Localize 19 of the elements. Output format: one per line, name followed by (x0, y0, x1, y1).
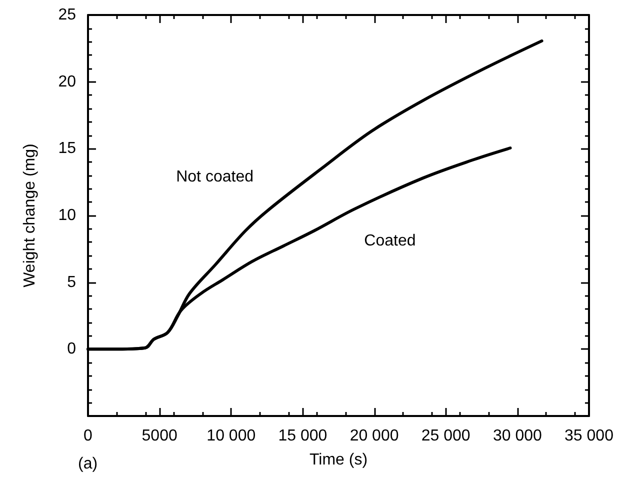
x-tick-label: 5000 (142, 428, 178, 444)
x-tick-label: 30 000 (492, 428, 542, 444)
y-tick-label: 10 (58, 207, 76, 224)
series-label: Coated (364, 232, 416, 250)
text: (a) (78, 456, 98, 472)
y-axis-title: Weight change (mg) (22, 144, 38, 288)
x-tick-label: 25 000 (421, 428, 470, 444)
x-tick-label: 0 (84, 428, 93, 444)
x-tick-label: 10 000 (206, 428, 256, 444)
x-tick-label: 15 000 (278, 428, 328, 444)
series-label: Not coated (176, 168, 254, 186)
y-tick-label: 20 (58, 73, 76, 90)
y-tick-label: 0 (67, 340, 76, 358)
y-tick-label: 25 (58, 6, 76, 24)
y-tick-label: 15 (58, 140, 76, 158)
y-tick-label: 5 (67, 274, 76, 291)
x-axis-title: Time (s) (309, 452, 368, 468)
x-tick-label: 35 000 (564, 428, 614, 444)
x-tick-label: 20 000 (350, 428, 399, 444)
